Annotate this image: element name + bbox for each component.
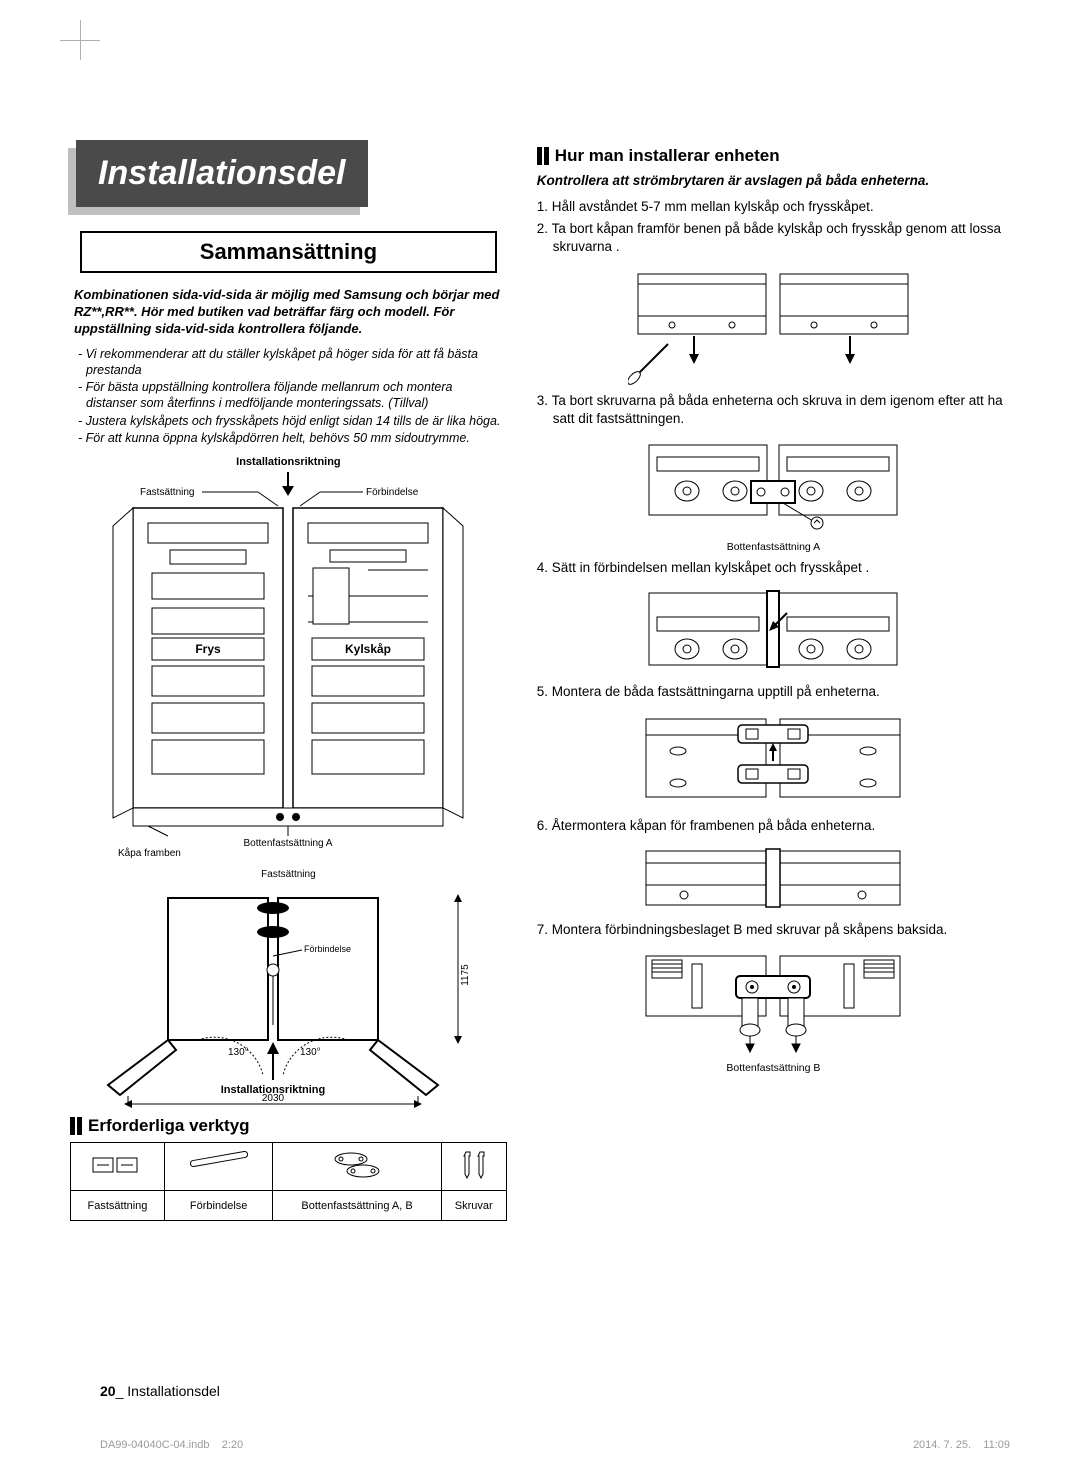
footer-label: Installationsdel (127, 1383, 220, 1399)
step-text: 3. Ta bort skruvarna på båda enheterna o… (537, 392, 1010, 428)
svg-text:Kylskåp: Kylskåp (345, 642, 391, 656)
tool-label: Fastsättning (71, 1191, 165, 1221)
svg-text:Förbindelse: Förbindelse (304, 944, 351, 954)
figure-caption: Bottenfastsättning B (537, 1062, 1010, 1074)
tools-heading-text: Erforderliga verktyg (88, 1116, 250, 1136)
print-footer: DA99-04040C-04.indb 2:20 2014. 7. 25. 11… (100, 1439, 1010, 1451)
svg-text:130°: 130° (228, 1047, 249, 1058)
tool-label: Förbindelse (164, 1191, 273, 1221)
steps-1-2: 1. Håll avståndet 5-7 mm mellan kylskåp … (537, 198, 1010, 257)
figure-step3: Bottenfastsättning A (537, 439, 1010, 553)
figure-step2 (537, 266, 1010, 386)
svg-text:130°: 130° (300, 1047, 321, 1058)
tool-icon-cell (71, 1143, 165, 1191)
subheading-install: Hur man installerar enheten (537, 146, 1010, 166)
step-6: 6. Återmontera kåpan för frambenen på bå… (537, 817, 1010, 835)
step-text: 2. Ta bort kåpan framför benen på både k… (537, 220, 1010, 256)
svg-text:1175: 1175 (460, 964, 471, 986)
step-text: 5. Montera de båda fastsättningarna uppt… (537, 683, 1010, 701)
tool-icon-cell (164, 1143, 273, 1191)
page: Installationsdel Sammansättning Kombinat… (0, 0, 1080, 1469)
figure-caption: Bottenfastsättning A (537, 541, 1010, 553)
heading-bars-icon (70, 1117, 82, 1135)
tool-icon-cell (441, 1143, 506, 1191)
svg-text:Frys: Frys (196, 642, 222, 656)
install-heading-text: Hur man installerar enheten (555, 146, 780, 166)
figure-step4 (537, 587, 1010, 677)
callout-forbindelse: Förbindelse (366, 487, 419, 498)
list-item: - Vi rekommenderar att du ställer kylskå… (74, 346, 503, 379)
step-4: 4. Sätt in förbindelsen mellan kylskåpet… (537, 559, 1010, 577)
subheading-tools: Erforderliga verktyg (70, 1116, 507, 1136)
step-3: 3. Ta bort skruvarna på båda enheterna o… (537, 392, 1010, 428)
direction-label: Installationsriktning (70, 456, 507, 468)
step-text: 1. Håll avståndet 5-7 mm mellan kylskåp … (537, 198, 1010, 216)
section-heading-sammansattning: Sammansättning (80, 231, 497, 273)
right-column: Hur man installerar enheten Kontrollera … (537, 140, 1010, 1221)
content-columns: Installationsdel Sammansättning Kombinat… (70, 140, 1010, 1221)
step-7: 7. Montera förbindningsbeslaget B med sk… (537, 921, 1010, 939)
svg-text:Bottenfastsättning A: Bottenfastsättning A (244, 838, 333, 848)
kapa-label: Kåpa framben (118, 848, 507, 859)
figure-step5 (537, 711, 1010, 811)
print-mid: 2:20 (222, 1439, 243, 1451)
print-date: 2014. 7. 25. (913, 1439, 971, 1451)
warning-note: Kontrollera att strömbrytaren är avslage… (537, 172, 1010, 190)
tool-label: Bottenfastsättning A, B (273, 1191, 441, 1221)
tools-table: Fastsättning Förbindelse Bottenfastsättn… (70, 1142, 507, 1221)
figure-step7: Bottenfastsättning B (537, 950, 1010, 1074)
page-number: 20 (100, 1383, 116, 1399)
dash-list: - Vi rekommenderar att du ställer kylskå… (74, 346, 503, 447)
intro-text: Kombinationen sida-vid-sida är möjlig me… (74, 287, 503, 338)
print-file: DA99-04040C-04.indb (100, 1439, 209, 1451)
figure-step6 (537, 845, 1010, 915)
page-footer: 20_ Installationsdel (100, 1383, 220, 1399)
step-text: 4. Sätt in förbindelsen mellan kylskåpet… (537, 559, 1010, 577)
fig2-top-label: Fastsättning (70, 869, 507, 880)
page-title: Installationsdel (76, 140, 368, 207)
svg-text:2030: 2030 (262, 1093, 285, 1104)
list-item: - För bästa uppställning kontrollera föl… (74, 379, 503, 412)
step-5: 5. Montera de båda fastsättningarna uppt… (537, 683, 1010, 701)
list-item: - Justera kylskåpets och frysskåpets höj… (74, 413, 503, 429)
print-time: 11:09 (983, 1439, 1010, 1451)
crop-mark (60, 20, 100, 60)
tool-label: Skruvar (441, 1191, 506, 1221)
list-item: - För att kunna öppna kylskåpdörren helt… (74, 430, 503, 446)
left-column: Installationsdel Sammansättning Kombinat… (70, 140, 507, 1221)
heading-bars-icon (537, 147, 549, 165)
tool-icon-cell (273, 1143, 441, 1191)
step-text: 6. Återmontera kåpan för frambenen på bå… (537, 817, 1010, 835)
figure-top-view: Fastsättning 1175 (70, 869, 507, 1110)
step-text: 7. Montera förbindningsbeslaget B med sk… (537, 921, 1010, 939)
callout-fastsattning: Fastsättning (140, 487, 194, 498)
figure-appliances: Installationsriktning Fastsättning Förbi… (70, 456, 507, 859)
